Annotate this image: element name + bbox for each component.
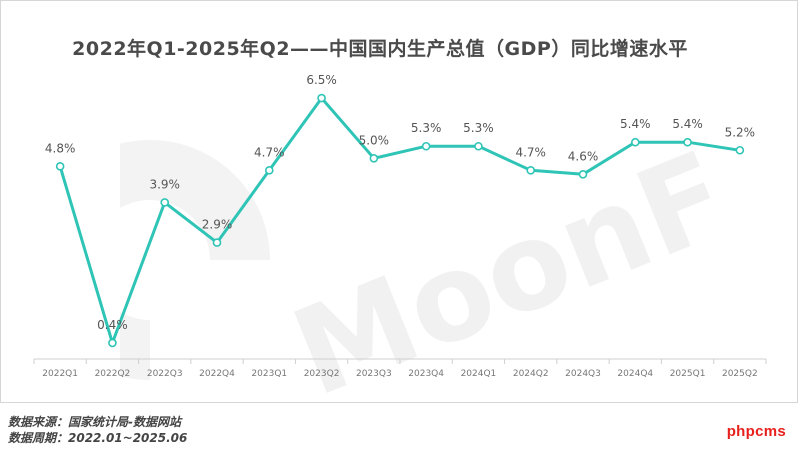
data-point: [317, 93, 326, 103]
data-label: 5.4%: [672, 117, 703, 131]
data-label: 2.9%: [202, 218, 233, 232]
data-label: 6.5%: [306, 73, 337, 87]
data-point: [160, 198, 170, 207]
x-tick-label: 2024Q3: [565, 369, 601, 379]
data-point: [630, 137, 640, 147]
data-label: 5.4%: [620, 117, 651, 131]
data-point: [474, 141, 483, 151]
x-tick-label: 2023Q1: [251, 369, 287, 379]
chart-title: 2022年Q1-2025年Q2——中国国内生产总值（GDP）同比增速水平: [72, 38, 688, 60]
data-label: 4.8%: [45, 141, 76, 155]
x-tick-label: 2024Q4: [617, 369, 653, 379]
data-label: 4.7%: [254, 145, 285, 159]
x-tick-label: 2024Q2: [513, 369, 549, 379]
data-label: 3.9%: [149, 177, 180, 191]
data-period-note: 数据周期：2022.01~2025.06: [8, 431, 188, 445]
data-point: [55, 162, 65, 171]
x-tick-label: 2023Q4: [408, 369, 444, 379]
x-tick-label: 2023Q3: [356, 369, 392, 379]
data-point: [108, 338, 117, 348]
x-tick-label: 2022Q3: [147, 369, 183, 379]
data-label: 5.3%: [463, 121, 494, 135]
line-chart: 2022Q1 2022Q2 2022Q3 2022Q4 2023Q1 2023Q2 2023…: [33, 73, 767, 379]
phpcms-logo: phpcms: [726, 423, 786, 440]
data-label: 5.3%: [411, 121, 442, 135]
chart-frame: [0, 0, 798, 403]
x-tick-label: 2025Q1: [670, 369, 706, 379]
data-point: [683, 137, 692, 147]
data-label: 0.4%: [97, 318, 128, 332]
data-point: [526, 166, 536, 175]
series-line: [58, 96, 741, 345]
x-tick-label: 2025Q2: [722, 369, 758, 379]
x-tick-label: 2024Q1: [461, 369, 497, 379]
data-label: 4.7%: [515, 145, 546, 159]
data-source-note: 数据来源：国家统计局-数据网站: [8, 415, 181, 429]
data-point: [264, 166, 274, 175]
data-point: [421, 141, 431, 151]
x-tick-label: 2022Q2: [95, 369, 131, 379]
data-point: [735, 145, 745, 155]
data-label: 4.6%: [568, 149, 599, 163]
x-tick-label: 2022Q1: [42, 369, 78, 379]
x-tick-label: 2022Q4: [199, 369, 235, 379]
data-point: [212, 238, 222, 247]
data-label: 5.2%: [725, 125, 756, 139]
x-tick-label: 2023Q2: [304, 369, 340, 379]
data-label: 5.0%: [359, 133, 390, 147]
data-point: [369, 153, 379, 163]
data-point: [578, 170, 588, 179]
